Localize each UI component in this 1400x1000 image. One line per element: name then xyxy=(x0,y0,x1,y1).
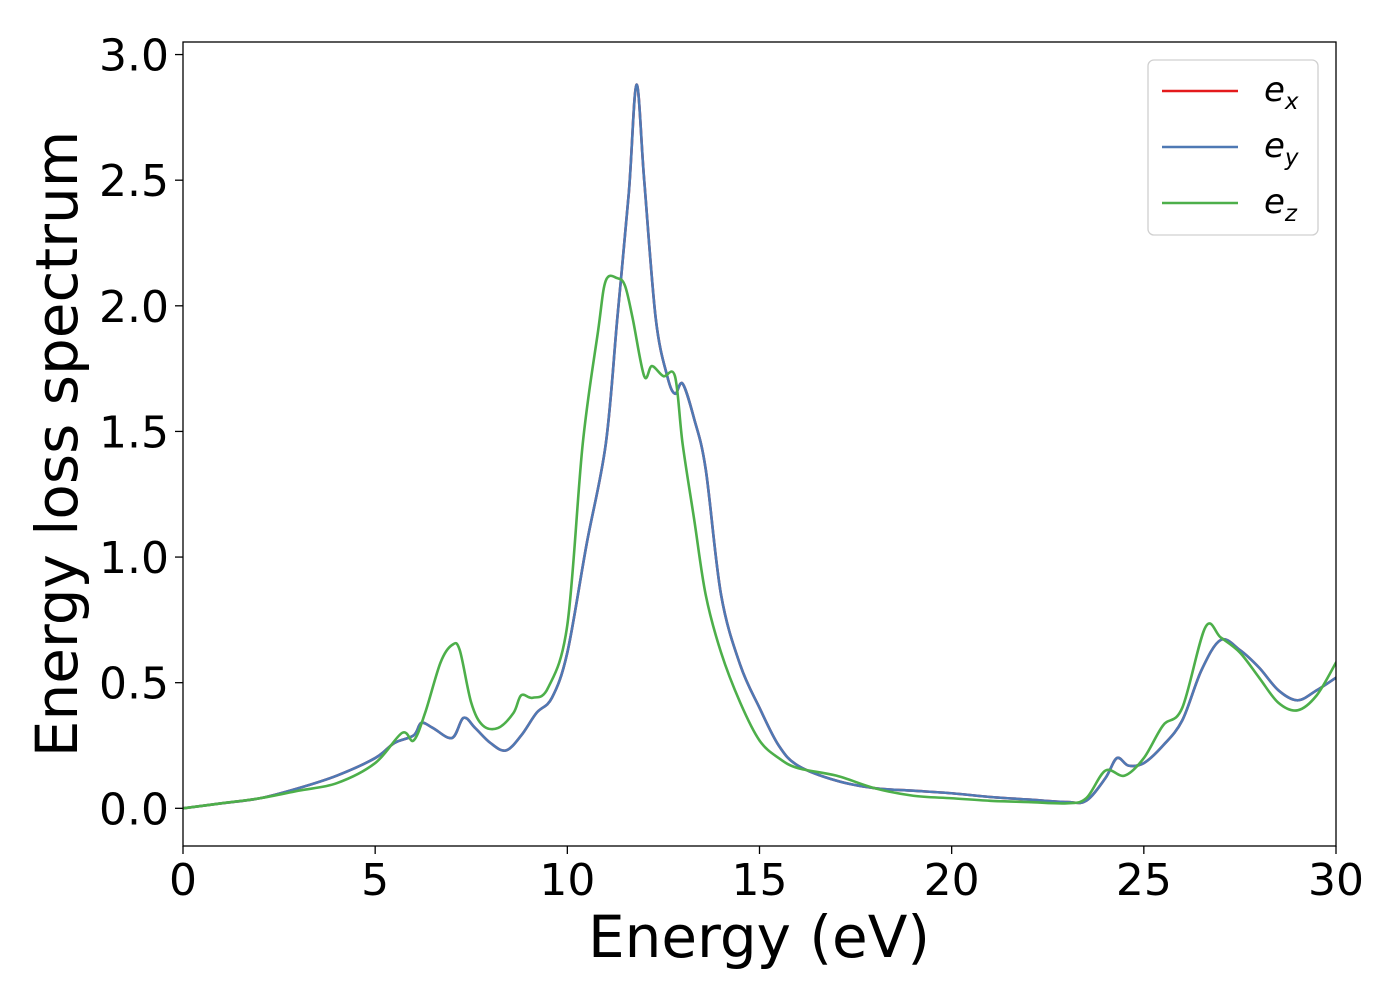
y-tick-label: 0.5 xyxy=(99,659,169,710)
x-tick-label: 30 xyxy=(1308,855,1364,906)
x-axis-ticks: 0 5 10 15 20 25 30 xyxy=(169,846,1364,906)
y-axis-label: Energy loss spectrum xyxy=(23,131,91,757)
x-tick-label: 15 xyxy=(732,855,788,906)
legend-label: ex xyxy=(1264,70,1299,115)
series-layer xyxy=(183,83,1336,810)
y-tick-label: 2.5 xyxy=(99,156,169,207)
x-axis-label: Energy (eV) xyxy=(588,903,930,971)
series-line-e-z xyxy=(183,274,1336,810)
x-tick-label: 5 xyxy=(361,855,389,906)
legend-label: ey xyxy=(1264,126,1299,171)
y-tick-label: 1.0 xyxy=(99,533,169,584)
series-line-e-y xyxy=(183,83,1336,810)
y-axis-ticks: 0.0 0.5 1.0 1.5 2.0 2.5 3.0 xyxy=(99,31,183,835)
x-tick-label: 10 xyxy=(539,855,595,906)
y-tick-label: 0.0 xyxy=(99,784,169,835)
legend: ex ey ez xyxy=(1147,59,1319,236)
y-tick-label: 1.5 xyxy=(99,407,169,458)
x-tick-label: 20 xyxy=(924,855,980,906)
legend-label: ez xyxy=(1264,182,1298,227)
y-tick-label: 2.0 xyxy=(99,282,169,333)
x-tick-label: 25 xyxy=(1116,855,1172,906)
x-tick-label: 0 xyxy=(169,855,197,906)
y-tick-label: 3.0 xyxy=(99,31,169,82)
